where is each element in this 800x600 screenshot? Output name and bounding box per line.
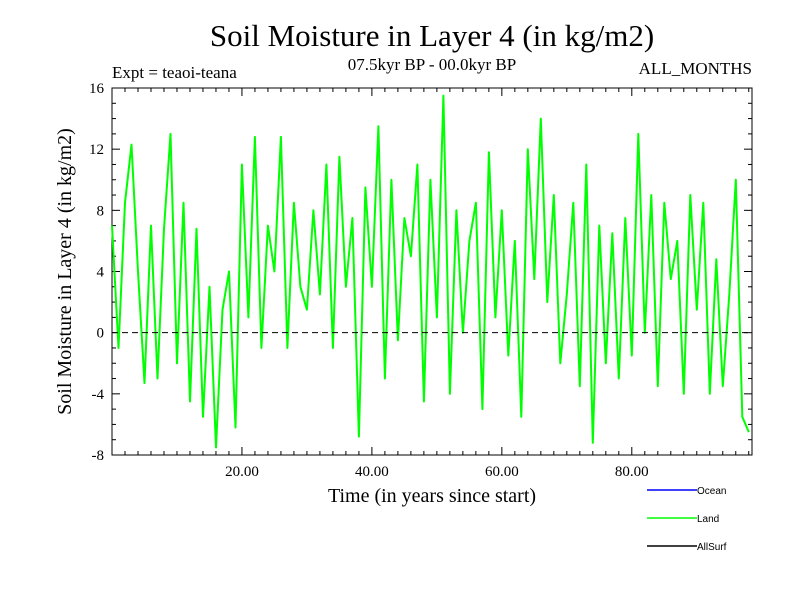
y-tick-label: 0 [97, 326, 105, 342]
y-tick-label: 12 [89, 142, 104, 158]
legend-label-allsurf: AllSurf [697, 542, 727, 553]
x-tick-label: 60.00 [485, 464, 519, 480]
time-range-label: 07.5kyr BP - 00.0kyr BP [348, 55, 516, 74]
x-tick-label: 80.00 [615, 464, 649, 480]
legend-label-land: Land [697, 514, 719, 525]
y-axis-label: Soil Moisture in Layer 4 (in kg/m2) [54, 128, 76, 415]
y-tick-label: 16 [89, 81, 105, 97]
y-tick-label: 8 [97, 203, 105, 219]
plot-frame [111, 87, 753, 456]
months-label: ALL_MONTHS [639, 59, 752, 78]
y-tick-label: -8 [92, 448, 105, 464]
chart-title: Soil Moisture in Layer 4 (in kg/m2) [210, 18, 654, 53]
experiment-label: Expt = teaoi-teana [112, 63, 237, 82]
series-layer [111, 94, 752, 449]
y-tick-label: 4 [97, 265, 105, 281]
legend-label-ocean: Ocean [697, 486, 726, 497]
x-axis-ticks: 20.00 40.00 60.00 80.00 [124, 88, 750, 480]
x-tick-label: 40.00 [355, 464, 389, 480]
x-tick-label: 20.00 [225, 464, 259, 480]
series-line-land [111, 94, 750, 449]
x-axis-label: Time (in years since start) [328, 485, 536, 507]
y-tick-label: -4 [92, 387, 105, 403]
legend: Ocean Land AllSurf [647, 486, 727, 553]
